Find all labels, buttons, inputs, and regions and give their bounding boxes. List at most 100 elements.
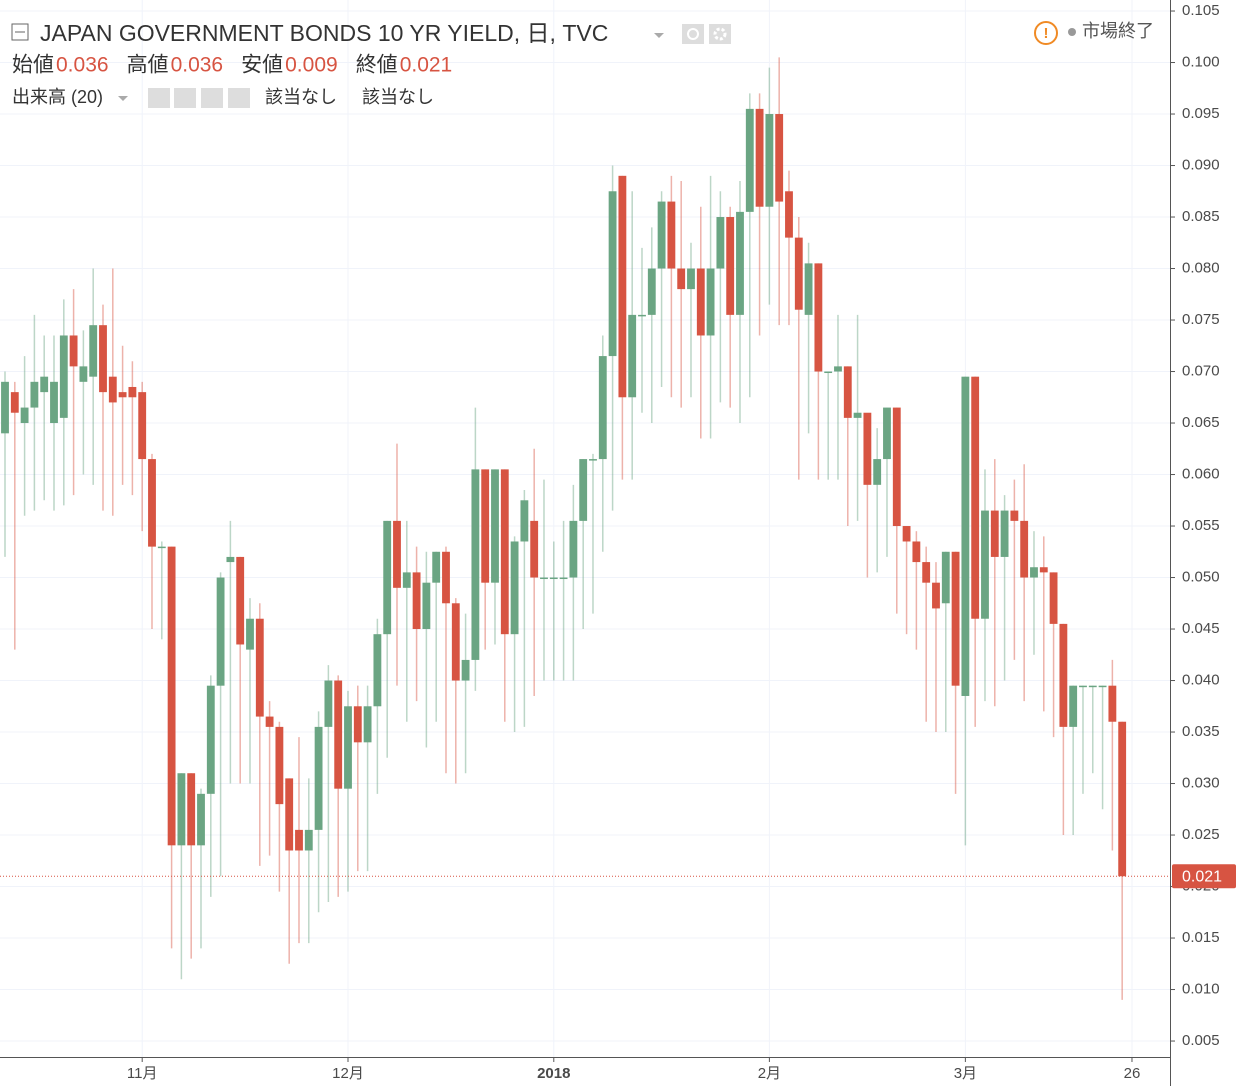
candle-body xyxy=(59,335,68,418)
last-price-label: 0.021 xyxy=(1182,868,1222,885)
candle-body xyxy=(853,412,862,418)
dropdown-arrow[interactable] xyxy=(118,96,128,101)
candle-body xyxy=(510,541,519,635)
legend-value: 0.009 xyxy=(285,54,338,77)
candle-body xyxy=(265,716,274,727)
legend-value: 0.021 xyxy=(400,54,453,77)
candle-body xyxy=(30,381,39,408)
candle-body xyxy=(89,325,98,377)
candle-body xyxy=(579,459,588,521)
candle-body xyxy=(932,582,940,609)
indicator-value: 該当なし xyxy=(362,87,434,107)
add-button[interactable] xyxy=(201,88,223,108)
dropdown-arrow[interactable] xyxy=(654,33,664,38)
candle-body xyxy=(481,469,490,583)
candle-body xyxy=(657,201,666,269)
y-tick-label: 0.065 xyxy=(1182,414,1220,431)
candle-body xyxy=(461,659,470,681)
candle-body xyxy=(187,773,196,846)
candle-body xyxy=(236,556,245,645)
candle-body xyxy=(471,469,480,660)
y-tick-label: 0.030 xyxy=(1182,775,1220,792)
candle-body xyxy=(912,541,921,563)
y-tick-label: 0.060 xyxy=(1182,465,1220,482)
candle-body xyxy=(1098,685,1107,688)
x-tick-label: 2月 xyxy=(758,1065,781,1082)
candle-body xyxy=(344,706,352,789)
y-tick-label: 0.095 xyxy=(1182,105,1220,122)
candle-body xyxy=(118,392,127,398)
candle-body xyxy=(177,773,186,846)
candle-body xyxy=(1,381,9,434)
y-tick-label: 0.085 xyxy=(1182,208,1220,225)
candle-body xyxy=(138,392,147,460)
candle-body xyxy=(863,412,872,485)
y-tick-label: 0.070 xyxy=(1182,362,1220,379)
ohlc-legend: 始値 0.036 高値 0.036 安値 0.009 終値 0.021 xyxy=(12,54,452,77)
y-tick-label: 0.005 xyxy=(1182,1032,1220,1049)
candle-body xyxy=(383,520,392,635)
legend-label: 高値 xyxy=(127,54,169,77)
candle-body xyxy=(324,680,333,727)
candle-body xyxy=(716,217,725,269)
eye-button[interactable] xyxy=(682,24,704,44)
candle-body xyxy=(128,386,137,398)
warning-icon[interactable] xyxy=(1034,21,1058,45)
candle-body xyxy=(40,376,49,393)
y-tick-label: 0.100 xyxy=(1182,53,1220,70)
eye-button[interactable] xyxy=(148,88,170,108)
candle-body xyxy=(540,577,548,580)
candle-body xyxy=(1020,520,1029,578)
candle-body xyxy=(922,562,931,583)
x-tick-label: 11月 xyxy=(127,1065,158,1082)
candle-body xyxy=(1108,685,1117,722)
candle-body xyxy=(902,526,911,542)
candle-body xyxy=(167,546,176,846)
candle-body xyxy=(491,469,499,583)
candle-body xyxy=(20,407,29,424)
y-tick-label: 0.025 xyxy=(1182,826,1220,843)
candle-body xyxy=(628,314,637,398)
candle-body xyxy=(569,520,578,578)
candle-body xyxy=(412,572,421,630)
candle-body xyxy=(608,191,617,357)
settings-button[interactable] xyxy=(174,88,196,108)
y-tick-label: 0.075 xyxy=(1182,311,1220,328)
candle-body xyxy=(334,680,343,789)
candle-body xyxy=(677,268,686,290)
y-tick-label: 0.010 xyxy=(1182,981,1220,998)
candle-body xyxy=(873,459,882,485)
legend-value: 0.036 xyxy=(56,54,109,77)
remove-button[interactable] xyxy=(228,88,250,108)
legend-label: 安値 xyxy=(241,54,283,77)
candle-body xyxy=(892,407,901,527)
candle-body xyxy=(618,175,627,398)
collapse-icon[interactable] xyxy=(11,23,29,41)
market-status: 市場終了 xyxy=(1082,21,1154,41)
candle-body xyxy=(500,469,509,635)
candle-body xyxy=(157,546,166,549)
candle-body xyxy=(726,217,735,315)
y-tick-label: 0.050 xyxy=(1182,568,1220,585)
candle-body xyxy=(549,577,558,580)
candle-body xyxy=(1010,510,1019,521)
y-tick-label: 0.080 xyxy=(1182,259,1220,276)
candle-body xyxy=(1039,567,1048,573)
settings-button[interactable] xyxy=(709,24,731,44)
y-tick-label: 0.015 xyxy=(1182,929,1220,946)
candle-body xyxy=(1030,567,1038,578)
candle-body xyxy=(824,371,833,374)
y-tick-label: 0.055 xyxy=(1182,517,1220,534)
candle-body xyxy=(314,726,323,830)
candle-body xyxy=(990,510,999,557)
candle-body xyxy=(79,366,88,382)
candle-body xyxy=(520,500,529,542)
indicator-value: 該当なし xyxy=(265,87,337,107)
candle-body xyxy=(422,582,431,630)
candle-body xyxy=(745,108,754,212)
candle-body xyxy=(393,520,401,588)
candle-body xyxy=(1088,685,1097,688)
candle-body xyxy=(765,114,774,207)
candles xyxy=(1,57,1127,1000)
